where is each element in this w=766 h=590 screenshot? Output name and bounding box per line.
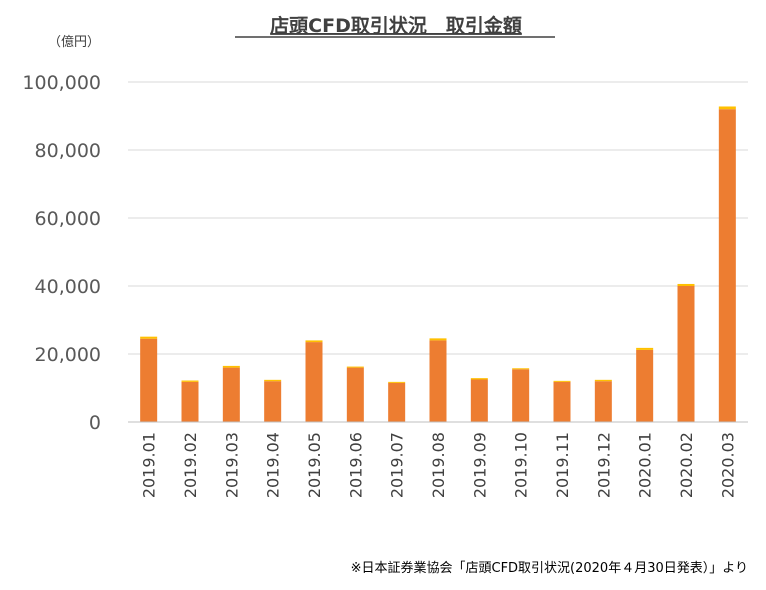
y-tick-label: 20,000 <box>35 344 101 366</box>
bar-segment-main <box>553 381 571 422</box>
bar-segment-top <box>553 380 571 382</box>
bar-segment-main <box>346 367 364 422</box>
bar-segment-main <box>470 379 488 422</box>
x-tick-label: 2019.07 <box>388 432 407 498</box>
y-tick-label: 40,000 <box>35 276 101 298</box>
bar-segment-top <box>305 340 323 343</box>
bar-segment-top <box>594 379 612 382</box>
x-axis-ticks: 2019.01 2019.02 2019.03 2019.04 2019.05 2019.… <box>140 432 738 498</box>
bar-segment-main <box>718 109 736 422</box>
x-tick-label: 2019.06 <box>346 432 365 498</box>
x-tick-label: 2019.09 <box>470 432 489 498</box>
bar-segment-main <box>305 342 323 422</box>
bar-segment-top <box>181 380 199 382</box>
x-tick-label: 2020.02 <box>677 432 696 498</box>
x-tick-label: 2019.10 <box>512 432 531 498</box>
y-tick-label: 0 <box>89 412 101 434</box>
x-tick-label: 2019.08 <box>429 432 448 498</box>
bar-segment-main <box>222 367 240 422</box>
x-tick-label: 2019.01 <box>140 432 159 498</box>
x-tick-label: 2019.03 <box>222 432 241 498</box>
bar-segment-top <box>264 379 282 382</box>
bar-segment-main <box>677 286 695 422</box>
bar-segment-top <box>718 106 736 110</box>
gridlines <box>128 81 748 355</box>
bar-segment-main <box>429 340 447 422</box>
bar-segment-top <box>346 366 364 368</box>
bar-segment-top <box>470 378 488 380</box>
bar-segment-main <box>636 349 654 422</box>
y-tick-label: 80,000 <box>35 140 101 162</box>
y-axis-ticks: 0 20,000 40,000 60,000 80,000 100,000 <box>22 72 101 434</box>
x-tick-label: 2019.04 <box>264 432 283 498</box>
bars <box>140 106 736 422</box>
bar-segment-main <box>512 369 530 422</box>
x-tick-label: 2019.02 <box>181 432 200 498</box>
y-tick-label: 60,000 <box>35 208 101 230</box>
source-note: ※日本証券業協会「店頭CFD取引状況(2020年４月30日発表）」より <box>351 560 748 576</box>
x-tick-label: 2019.11 <box>553 432 572 498</box>
bar-segment-top <box>512 368 530 370</box>
x-tick-label: 2019.12 <box>594 432 613 498</box>
y-tick-label: 100,000 <box>22 72 101 94</box>
x-tick-label: 2020.03 <box>718 432 737 498</box>
bar-segment-top <box>429 338 447 341</box>
bar-segment-main <box>388 382 406 422</box>
bar-segment-main <box>264 381 282 422</box>
bar-segment-top <box>636 347 654 350</box>
bar-segment-top <box>388 381 406 383</box>
y-unit-label: （億円） <box>48 34 100 50</box>
bar-segment-main <box>140 338 158 422</box>
bar-segment-top <box>677 283 695 286</box>
bar-segment-top <box>140 336 158 339</box>
bar-segment-main <box>181 381 199 422</box>
chart-title: 店頭CFD取引状況 取引金額 <box>270 14 522 37</box>
x-tick-label: 2019.05 <box>305 432 324 498</box>
x-tick-label: 2020.01 <box>636 432 655 498</box>
bar-segment-main <box>594 381 612 422</box>
bar-segment-top <box>222 365 240 368</box>
